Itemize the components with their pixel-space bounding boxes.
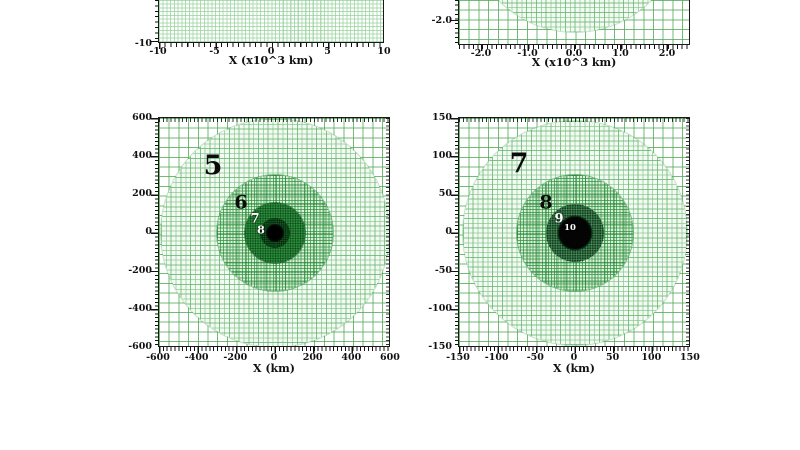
level-label-9: 9 — [554, 211, 564, 227]
x-tick-labels: -600 -400 -200 0 200 400 600 — [146, 352, 400, 363]
x-axis-title: X (km) — [252, 362, 296, 375]
level-label-10: 10 — [564, 222, 576, 233]
level-8-region — [517, 175, 633, 291]
x-tick-labels: -150 -100 -50 0 50 100 150 — [446, 352, 700, 363]
y-tick-labels: 600 400 200 0 -200 -400 -600 — [128, 111, 152, 353]
y-minor-ticks — [154, 118, 158, 346]
level-label-8: 8 — [539, 191, 553, 214]
level-label-8: 8 — [257, 223, 265, 237]
plot-clip — [459, 0, 689, 44]
y-major-tick — [151, 40, 158, 42]
plot-area-bottom-left: 5 6 7 8 — [151, 117, 390, 353]
y-minor-ticks — [154, 0, 158, 42]
y-tick-label: -2.0 — [431, 15, 452, 26]
x-minor-ticks — [159, 347, 389, 351]
plot-area-top-right — [451, 0, 690, 51]
x-minor-ticks — [459, 347, 689, 351]
grid-uniform-fine — [159, 0, 383, 42]
x-tick-labels: -10 -5 0 5 10 — [149, 46, 391, 57]
y-minor-ticks — [454, 0, 458, 44]
level-label-7: 7 — [250, 211, 260, 227]
y-major-tick — [451, 20, 458, 22]
x-axis-title: X (x10^3 km) — [531, 56, 617, 69]
y-tick-labels: 150 100 50 0 -50 -100 -150 — [428, 111, 452, 353]
plot-clip: 5 6 7 8 — [159, 118, 389, 346]
y-tick-label: -10 — [134, 38, 152, 49]
plot-area-bottom-right: 7 8 9 10 — [451, 117, 690, 353]
level-label-7: 7 — [509, 148, 529, 180]
plot-clip — [159, 0, 383, 42]
plot-area-top-left — [151, 0, 384, 49]
level-label-5: 5 — [203, 150, 223, 182]
plot-clip: 7 8 9 10 — [459, 118, 689, 346]
x-axis-title: X (x10^3 km) — [228, 54, 314, 67]
y-minor-ticks — [454, 118, 458, 346]
level-10-region — [559, 217, 591, 249]
y-major-ticks — [151, 118, 158, 346]
y-major-ticks — [451, 118, 458, 346]
level-label-6: 6 — [234, 191, 248, 214]
x-axis-title: X (km) — [552, 362, 596, 375]
x-tick-labels: -2.0 -1.0 0.0 1.0 2.0 — [470, 48, 676, 59]
core-region — [266, 224, 284, 242]
